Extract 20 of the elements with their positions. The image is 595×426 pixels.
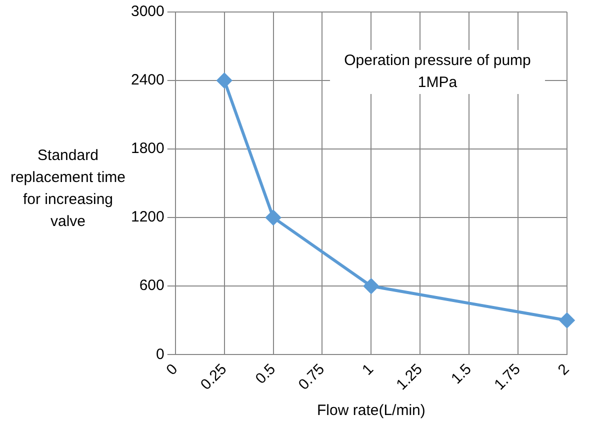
- point: [364, 278, 379, 294]
- y-tick-label: 600: [139, 277, 164, 294]
- point: [560, 312, 574, 328]
- y-tick-label: 0: [156, 346, 164, 363]
- x-tick-label: 1.5: [448, 360, 475, 388]
- x-tick-label: 0.75: [295, 360, 328, 394]
- y-tick-label: 3000: [130, 3, 164, 20]
- point: [266, 210, 281, 226]
- x-tick-label: 2: [554, 360, 573, 379]
- x-axis-title: Flow rate(L/min): [317, 402, 426, 420]
- y-tick-label: 1200: [130, 208, 164, 226]
- y-axis-title: Standard replacement time for increasing valve: [9, 146, 127, 232]
- x-tick-label: 0: [163, 360, 182, 379]
- x-tick-label: 0.5: [252, 360, 280, 388]
- x-tick-label: 1: [359, 360, 377, 379]
- annotation: Operation pressure of pump 1MPa: [330, 50, 545, 94]
- y-tick-label: 2400: [130, 72, 164, 89]
- point: [216, 73, 232, 88]
- x-tick-label: 0.25: [197, 360, 230, 394]
- y-tick-label: 1800: [130, 140, 164, 158]
